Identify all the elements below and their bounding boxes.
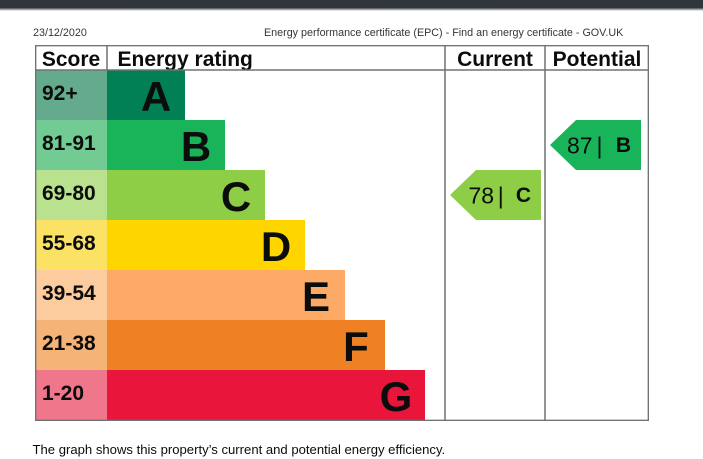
svg-text:39-54: 39-54 (42, 282, 96, 305)
svg-text:A: A (141, 73, 171, 120)
svg-text:21-38: 21-38 (42, 332, 96, 355)
svg-text:C: C (221, 173, 251, 220)
svg-text:Potential: Potential (553, 48, 642, 71)
svg-text:D: D (261, 223, 291, 270)
svg-text:69-80: 69-80 (42, 182, 96, 205)
svg-text:Score: Score (42, 48, 100, 71)
svg-text:B: B (181, 123, 211, 170)
svg-text:C: C (516, 184, 531, 207)
svg-text:|: | (597, 132, 603, 158)
svg-text:Current: Current (457, 48, 533, 71)
svg-text:B: B (616, 134, 631, 157)
svg-text:92+: 92+ (42, 82, 78, 105)
svg-text:81-91: 81-91 (42, 132, 96, 155)
svg-text:87: 87 (567, 132, 593, 158)
svg-text:|: | (498, 182, 504, 208)
svg-text:Energy rating: Energy rating (118, 48, 253, 71)
svg-text:E: E (302, 273, 330, 320)
svg-text:55-68: 55-68 (42, 232, 96, 255)
svg-text:F: F (343, 323, 369, 370)
svg-text:78: 78 (469, 182, 495, 208)
svg-text:1-20: 1-20 (42, 382, 84, 405)
svg-text:G: G (380, 373, 413, 420)
